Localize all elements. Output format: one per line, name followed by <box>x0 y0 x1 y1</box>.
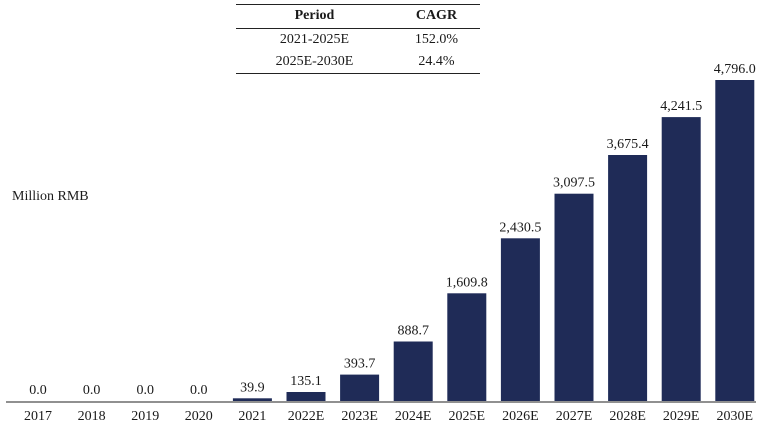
bar-2027E <box>554 193 594 401</box>
bar-2025E <box>447 293 487 401</box>
x-tick-label-2019: 2019 <box>131 409 159 424</box>
x-tick-label-2021: 2021 <box>238 409 266 424</box>
cagr-table-cell-cagr: 152.0% <box>414 32 459 47</box>
cagr-table-header-period: Period <box>294 8 335 23</box>
bar-2028E <box>608 155 648 401</box>
value-label-2017: 0.0 <box>29 383 47 398</box>
cagr-table-cell-period: 2025E-2030E <box>275 54 354 69</box>
bar-2023E <box>340 374 380 401</box>
value-label-2029E: 4,241.5 <box>660 99 702 114</box>
value-labels-group: 0.0 0.0 0.0 0.0 39.9 135.1 393.7 888.7 1,609.8 2,… <box>29 62 756 398</box>
x-tick-label-2029E: 2029E <box>663 409 700 424</box>
x-tick-label-2020: 2020 <box>185 409 213 424</box>
cagr-table-header-cagr: CAGR <box>415 8 458 23</box>
value-label-2023E: 393.7 <box>344 357 376 372</box>
x-tick-label-2027E: 2027E <box>556 409 593 424</box>
value-label-2020: 0.0 <box>190 383 208 398</box>
x-tick-label-2018: 2018 <box>78 409 106 424</box>
bar-2030E <box>715 80 755 401</box>
x-tick-label-2030E: 2030E <box>717 409 754 424</box>
cagr-table-row: 2021-2025E 152.0% <box>236 29 480 52</box>
y-axis-label: Million RMB <box>12 189 89 204</box>
bar-2024E <box>393 341 433 401</box>
cagr-table-header-row: Period CAGR <box>236 4 480 29</box>
cagr-table-row: 2025E-2030E 24.4% <box>236 51 480 74</box>
bar-2026E <box>500 238 540 401</box>
x-tick-label-2028E: 2028E <box>609 409 646 424</box>
x-tick-labels-group: 2017 2018 2019 2020 2021 2022E 2023E 2024E 2025E… <box>24 409 753 424</box>
x-tick-label-2025E: 2025E <box>449 409 486 424</box>
bar-2022E <box>286 392 326 401</box>
bars-group <box>232 80 755 401</box>
x-tick-label-2024E: 2024E <box>395 409 432 424</box>
cagr-table-cell-cagr: 24.4% <box>418 54 455 69</box>
value-label-2019: 0.0 <box>136 383 154 398</box>
bar-2021 <box>232 398 272 401</box>
value-label-2021: 39.9 <box>240 380 265 395</box>
value-label-2024E: 888.7 <box>397 324 429 339</box>
value-label-2026E: 2,430.5 <box>499 220 541 235</box>
value-label-2025E: 1,609.8 <box>446 275 488 290</box>
cagr-table: Period CAGR 2021-2025E 152.0% 2025E-2030… <box>236 4 480 74</box>
x-tick-label-2022E: 2022E <box>288 409 325 424</box>
value-label-2027E: 3,097.5 <box>553 176 595 191</box>
x-tick-label-2023E: 2023E <box>341 409 378 424</box>
value-label-2028E: 3,675.4 <box>607 137 649 152</box>
value-label-2018: 0.0 <box>83 383 101 398</box>
bar-2029E <box>661 117 701 401</box>
value-label-2030E: 4,796.0 <box>714 62 756 77</box>
cagr-table-cell-period: 2021-2025E <box>279 32 350 47</box>
x-tick-label-2017: 2017 <box>24 409 52 424</box>
value-label-2022E: 135.1 <box>290 374 322 389</box>
x-tick-label-2026E: 2026E <box>502 409 539 424</box>
